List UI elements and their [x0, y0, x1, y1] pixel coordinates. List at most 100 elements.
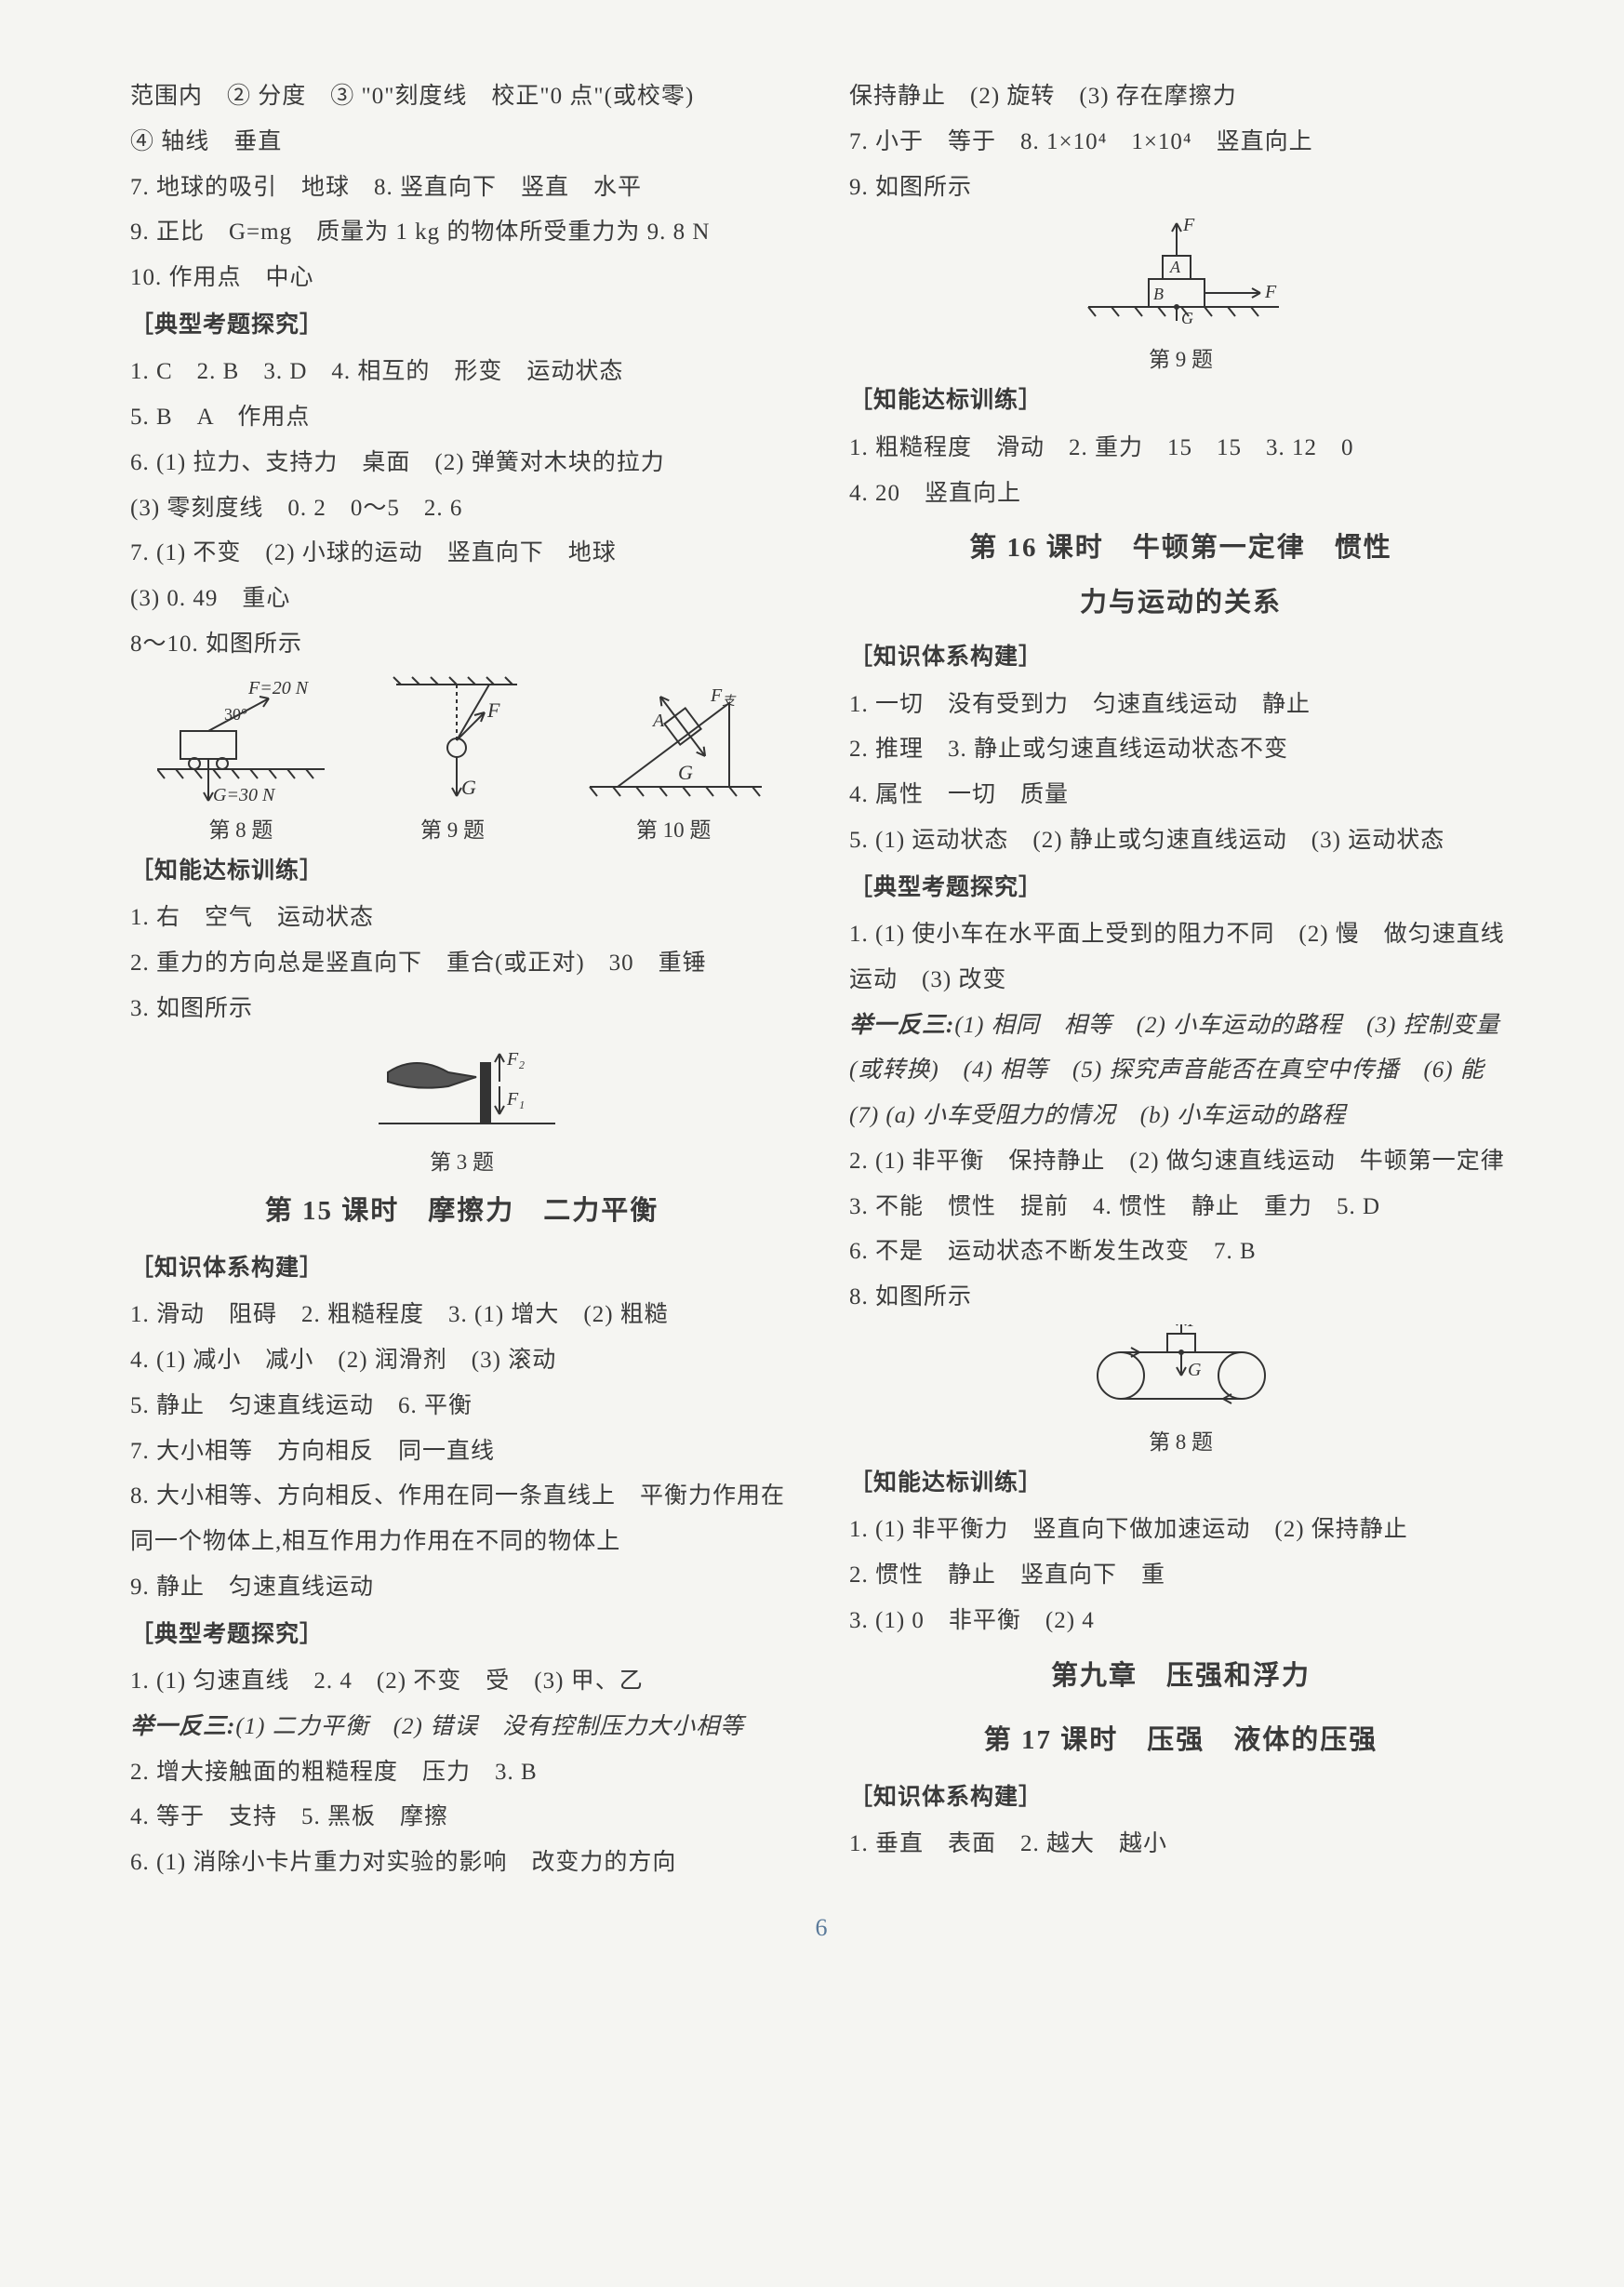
svg-text:F: F: [1182, 215, 1195, 235]
svg-text:F: F: [486, 698, 500, 722]
section-heading: ［知能达标训练］: [849, 1459, 1512, 1509]
lesson-title: 第 15 课时 摩擦力 二力平衡: [130, 1179, 793, 1244]
text-line: 4. 20 竖直向上: [849, 472, 1512, 517]
section-heading: ［知识体系构建］: [849, 1774, 1512, 1823]
text-line: 1. 右 空气 运动状态: [130, 896, 793, 941]
text-line: 2. 推理 3. 静止或匀速直线运动状态不变: [849, 727, 1512, 773]
svg-text:F₂: F₂: [506, 1049, 525, 1070]
figure-9: F G 第 9 题: [378, 675, 526, 844]
svg-text:F₁: F₁: [506, 1089, 525, 1110]
svg-text:G: G: [1181, 309, 1193, 327]
section-heading: ［知能达标训练］: [130, 847, 793, 897]
figure-label: 第 8 题: [1070, 1424, 1293, 1456]
text-line: 9. 静止 匀速直线运动: [130, 1565, 793, 1611]
lesson-subtitle: 力与运动的关系: [849, 581, 1512, 624]
text-line: 2. 惯性 静止 竖直向下 重: [849, 1553, 1512, 1599]
example-text: (1) 二力平衡 (2) 错误 没有控制压力大小相等: [235, 1714, 744, 1739]
svg-text:G: G: [1188, 1360, 1202, 1380]
figure-3: F₂ F₁ 第 3 题: [360, 1035, 565, 1176]
svg-text:30°: 30°: [224, 705, 247, 724]
text-line: 6. 不是 运动状态不断发生改变 7. B: [849, 1230, 1512, 1275]
figure-label: 第 10 题: [580, 812, 766, 844]
text-line: 2. 重力的方向总是竖直向下 重合(或正对) 30 重锤: [130, 941, 793, 987]
example-label: 举一反三:: [849, 1013, 954, 1038]
left-column: 范围内 ② 分度 ③ "0"刻度线 校正"0 点"(或校零) ④ 轴线 垂直 7…: [130, 74, 793, 1886]
text-line: 1. (1) 使小车在水平面上受到的阻力不同 (2) 慢 做匀速直线运动 (3)…: [849, 912, 1512, 1004]
text-line: 10. 作用点 中心: [130, 256, 793, 301]
section-heading: ［典型考题探究］: [849, 864, 1512, 913]
text-line: 保持静止 (2) 旋转 (3) 存在摩擦力: [849, 74, 1512, 120]
svg-text:G: G: [678, 761, 693, 784]
svg-text:F: F: [1187, 1324, 1200, 1331]
figure-label: 第 9 题: [378, 812, 526, 844]
section-heading: ［知识体系构建］: [849, 633, 1512, 683]
text-line: 1. C 2. B 3. D 4. 相互的 形变 运动状态: [130, 350, 793, 395]
diagram-svg: F支 G A: [580, 675, 766, 805]
page-number: 6: [130, 1914, 1512, 1942]
text-line: ④ 轴线 垂直: [130, 120, 793, 166]
text-line: 2. (1) 非平衡 保持静止 (2) 做匀速直线运动 牛顿第一定律: [849, 1139, 1512, 1185]
text-line: 7. (1) 不变 (2) 小球的运动 竖直向下 地球: [130, 531, 793, 577]
example-line: 举一反三:(1) 相同 相等 (2) 小车运动的路程 (3) 控制变量(或转换)…: [849, 1004, 1512, 1139]
lesson-title: 第 16 课时 牛顿第一定律 惯性: [849, 516, 1512, 581]
svg-text:F=20 N: F=20 N: [247, 678, 310, 698]
text-line: 6. (1) 消除小卡片重力对实验的影响 改变力的方向: [130, 1841, 793, 1886]
text-line: 4. 属性 一切 质量: [849, 773, 1512, 818]
text-line: 6. (1) 拉力、支持力 桌面 (2) 弹簧对木块的拉力: [130, 441, 793, 486]
page-columns: 范围内 ② 分度 ③ "0"刻度线 校正"0 点"(或校零) ④ 轴线 垂直 7…: [130, 74, 1512, 1886]
text-line: (3) 0. 49 重心: [130, 577, 793, 622]
section-heading: ［典型考题探究］: [130, 1611, 793, 1660]
figure-label: 第 9 题: [1070, 341, 1293, 373]
example-line: 举一反三:(1) 二力平衡 (2) 错误 没有控制压力大小相等: [130, 1705, 793, 1750]
chapter-title: 第九章 压强和浮力: [849, 1644, 1512, 1709]
text-line: 7. 小于 等于 8. 1×10⁴ 1×10⁴ 竖直向上: [849, 120, 1512, 166]
figure-label: 第 3 题: [360, 1144, 565, 1176]
text-line: 8. 如图所示: [849, 1275, 1512, 1321]
text-line: 1. 垂直 表面 2. 越大 越小: [849, 1822, 1512, 1868]
section-heading: ［知识体系构建］: [130, 1244, 793, 1294]
figure-8: 30° F=20 N G=30 N 第 8 题: [157, 675, 325, 844]
section-heading: ［知能达标训练］: [849, 377, 1512, 426]
text-line: 3. 如图所示: [130, 987, 793, 1032]
example-label: 举一反三:: [130, 1714, 235, 1739]
text-line: 8. 大小相等、方向相反、作用在同一条直线上 平衡力作用在同一个物体上,相互作用…: [130, 1474, 793, 1565]
text-line: 7. 大小相等 方向相反 同一直线: [130, 1429, 793, 1475]
text-line: 9. 正比 G=mg 质量为 1 kg 的物体所受重力为 9. 8 N: [130, 210, 793, 256]
text-line: 3. (1) 0 非平衡 (2) 4: [849, 1599, 1512, 1644]
figure-8b: F G 第 8 题: [1070, 1324, 1293, 1456]
svg-text:G: G: [461, 776, 476, 799]
text-line: (3) 零刻度线 0. 2 0～5 2. 6: [130, 486, 793, 532]
text-line: 3. 不能 惯性 提前 4. 惯性 静止 重力 5. D: [849, 1185, 1512, 1230]
text-line: 1. 粗糙程度 滑动 2. 重力 15 15 3. 12 0: [849, 426, 1512, 472]
svg-text:B: B: [1153, 285, 1164, 303]
diagram-svg: F A B G F: [1070, 214, 1293, 335]
text-line: 4. (1) 减小 减小 (2) 润滑剂 (3) 滚动: [130, 1338, 793, 1384]
text-line: 4. 等于 支持 5. 黑板 摩擦: [130, 1795, 793, 1841]
svg-text:F: F: [1264, 282, 1277, 302]
text-line: 2. 增大接触面的粗糙程度 压力 3. B: [130, 1750, 793, 1796]
diagram-svg: 30° F=20 N G=30 N: [157, 675, 325, 805]
figure-10: F支 G A 第 10 题: [580, 675, 766, 844]
diagram-svg: F₂ F₁: [360, 1035, 565, 1137]
section-heading: ［典型考题探究］: [130, 301, 793, 351]
text-line: 1. (1) 匀速直线 2. 4 (2) 不变 受 (3) 甲、乙: [130, 1659, 793, 1705]
figure-label: 第 8 题: [157, 812, 325, 844]
text-line: 9. 如图所示: [849, 166, 1512, 211]
right-column: 保持静止 (2) 旋转 (3) 存在摩擦力 7. 小于 等于 8. 1×10⁴ …: [849, 74, 1512, 1886]
figure-row: 30° F=20 N G=30 N 第 8 题: [130, 675, 793, 844]
text-line: 1. (1) 非平衡力 竖直向下做加速运动 (2) 保持静止: [849, 1508, 1512, 1553]
text-line: 5. 静止 匀速直线运动 6. 平衡: [130, 1384, 793, 1429]
text-line: 7. 地球的吸引 地球 8. 竖直向下 竖直 水平: [130, 166, 793, 211]
figure-9b: F A B G F 第 9 题: [1070, 214, 1293, 373]
text-line: 1. 滑动 阻碍 2. 粗糙程度 3. (1) 增大 (2) 粗糙: [130, 1293, 793, 1338]
svg-text:G=30 N: G=30 N: [213, 785, 276, 805]
text-line: 5. B A 作用点: [130, 395, 793, 441]
svg-text:A: A: [651, 711, 665, 731]
lesson-title: 第 17 课时 压强 液体的压强: [849, 1709, 1512, 1774]
text-line: 范围内 ② 分度 ③ "0"刻度线 校正"0 点"(或校零): [130, 74, 793, 120]
diagram-svg: F G: [378, 675, 526, 805]
text-line: 5. (1) 运动状态 (2) 静止或匀速直线运动 (3) 运动状态: [849, 818, 1512, 864]
text-line: 8～10. 如图所示: [130, 622, 793, 668]
text-line: 1. 一切 没有受到力 匀速直线运动 静止: [849, 683, 1512, 728]
diagram-svg: F G: [1070, 1324, 1293, 1417]
